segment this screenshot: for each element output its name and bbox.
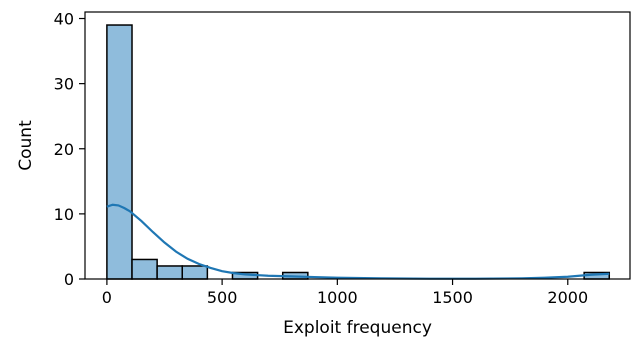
histogram-bar <box>106 24 133 280</box>
x-tick-label: 500 <box>207 288 238 307</box>
y-tick-label: 30 <box>54 75 74 94</box>
histogram-bars <box>106 24 611 280</box>
histogram-bar <box>131 258 158 280</box>
y-tick-label: 0 <box>64 270 74 289</box>
y-axis-label: Count <box>16 120 36 171</box>
histogram-bar <box>156 265 183 280</box>
x-tick-label: 1000 <box>317 288 358 307</box>
y-tick-label: 20 <box>54 140 74 159</box>
x-axis-label: Exploit frequency <box>283 318 432 338</box>
x-axis-ticks: 0 500 1000 1500 2000 <box>102 279 588 307</box>
y-tick-label: 10 <box>54 205 74 224</box>
x-tick-label: 2000 <box>547 288 588 307</box>
kde-curve <box>106 203 610 280</box>
x-tick-label: 0 <box>102 288 112 307</box>
y-tick-label: 40 <box>54 10 74 29</box>
x-tick-label: 1500 <box>432 288 473 307</box>
y-axis-ticks: 0 10 20 30 40 <box>54 10 85 289</box>
histogram-bar <box>181 265 209 280</box>
plot-frame <box>84 11 631 280</box>
